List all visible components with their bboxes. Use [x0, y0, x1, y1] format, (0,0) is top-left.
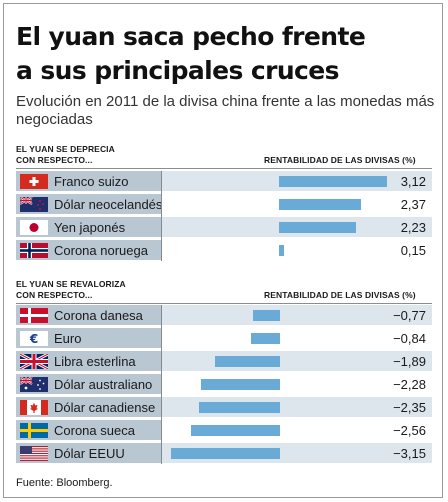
japan-flag-icon	[20, 220, 48, 235]
chart-row: Libra esterlina −1,89	[16, 351, 432, 372]
bar	[214, 356, 280, 367]
bar	[253, 310, 280, 321]
tick-label: Dólar australiano	[54, 377, 153, 392]
data-label: 2,23	[400, 220, 426, 235]
uk-flag-icon	[20, 354, 48, 369]
axis-divider	[161, 171, 162, 261]
section-heading-line-2: CON RESPECTO...	[16, 290, 93, 300]
australia-flag-icon	[20, 377, 48, 392]
bar	[279, 245, 285, 256]
tick-label: Corona noruega	[54, 243, 148, 258]
row-label-cell: Libra esterlina	[16, 351, 161, 372]
norway-flag-icon	[20, 243, 48, 258]
row-label-cell: Dólar canadiense	[16, 397, 161, 418]
data-label: 2,37	[400, 197, 426, 212]
row-label-cell: Corona danesa	[16, 305, 161, 326]
chart-row: Dólar canadiense −2,35	[16, 397, 432, 418]
chart-row: € Euro −0,84	[16, 328, 432, 349]
column-header-revaloriza: RENTABILIDAD DE LAS DIVISAS (%)	[264, 290, 416, 300]
bar	[279, 222, 357, 233]
chart-row: Dólar australiano −2,28	[16, 374, 432, 395]
data-label: 3,12	[400, 174, 426, 189]
denmark-flag-icon	[20, 308, 48, 323]
row-label-cell: € Euro	[16, 328, 161, 349]
bar	[171, 448, 280, 459]
chart-row: Franco suizo 3,12	[16, 171, 432, 192]
bar	[279, 176, 387, 187]
data-label: 0,15	[400, 243, 426, 258]
tick-label: Dólar EEUU	[54, 446, 125, 461]
new-zealand-flag-icon	[20, 197, 48, 212]
sweden-flag-icon	[20, 423, 48, 438]
tick-label: Franco suizo	[54, 174, 129, 189]
row-label-cell: Corona noruega	[16, 240, 161, 261]
row-label-cell: Dólar neocelandés	[16, 194, 163, 215]
data-label: −2,28	[393, 377, 426, 392]
section-heading-revaloriza: EL YUAN SE REVALORIZA CON RESPECTO...	[16, 279, 126, 301]
tick-label: Yen japonés	[54, 220, 126, 235]
section-rule-deprecia	[16, 168, 432, 169]
chart-row: Yen japonés 2,23	[16, 217, 432, 238]
tick-label: Dólar canadiense	[54, 400, 156, 415]
chart-row: Corona sueca −2,56	[16, 420, 432, 441]
data-label: −0,84	[393, 331, 426, 346]
swiss-flag-icon	[20, 174, 48, 189]
chart-subtitle: Evolución en 2011 de la divisa china fre…	[16, 93, 435, 128]
chart-title: El yuan saca pecho frente a sus principa…	[16, 20, 366, 88]
row-label-cell: Corona sueca	[16, 420, 161, 441]
data-label: −3,15	[393, 446, 426, 461]
bar	[279, 199, 361, 210]
column-header-deprecia: RENTABILIDAD DE LAS DIVISAS (%)	[264, 155, 416, 165]
tick-label: Libra esterlina	[54, 354, 136, 369]
data-label: −2,56	[393, 423, 426, 438]
tick-label: Corona danesa	[54, 308, 143, 323]
section-rule-revaloriza	[16, 303, 432, 304]
source-note: Fuente: Bloomberg.	[16, 477, 113, 489]
canada-flag-icon	[20, 400, 48, 415]
section-heading-line-1: EL YUAN SE REVALORIZA	[16, 279, 126, 289]
bar	[250, 333, 280, 344]
section-heading-line-1: EL YUAN SE DEPRECIA	[16, 144, 115, 154]
section-heading-line-2: CON RESPECTO...	[16, 155, 93, 165]
data-label: −1,89	[393, 354, 426, 369]
tick-label: Dólar neocelandés	[54, 197, 163, 212]
axis-divider	[161, 305, 162, 464]
chart-row: Corona noruega 0,15	[16, 240, 432, 261]
bar	[198, 402, 280, 413]
bar	[201, 379, 280, 390]
data-label: −2,35	[393, 400, 426, 415]
chart-row: Dólar EEUU −3,15	[16, 443, 432, 464]
title-line-1: El yuan saca pecho frente	[16, 22, 366, 51]
row-label-cell: Franco suizo	[16, 171, 161, 192]
section-heading-deprecia: EL YUAN SE DEPRECIA CON RESPECTO...	[16, 144, 115, 166]
title-line-2: a sus principales cruces	[16, 56, 340, 85]
chart-row: Dólar neocelandés 2,37	[16, 194, 432, 215]
usa-flag-icon	[20, 446, 48, 461]
row-label-cell: Dólar EEUU	[16, 443, 161, 464]
tick-label: Euro	[54, 331, 82, 346]
svg-text:€: €	[29, 332, 38, 346]
data-label: −0,77	[393, 308, 426, 323]
bar	[191, 425, 280, 436]
row-label-cell: Dólar australiano	[16, 374, 161, 395]
tick-label: Corona sueca	[54, 423, 135, 438]
euro-icon: €	[20, 331, 48, 346]
chart-row: Corona danesa −0,77	[16, 305, 432, 326]
row-label-cell: Yen japonés	[16, 217, 161, 238]
